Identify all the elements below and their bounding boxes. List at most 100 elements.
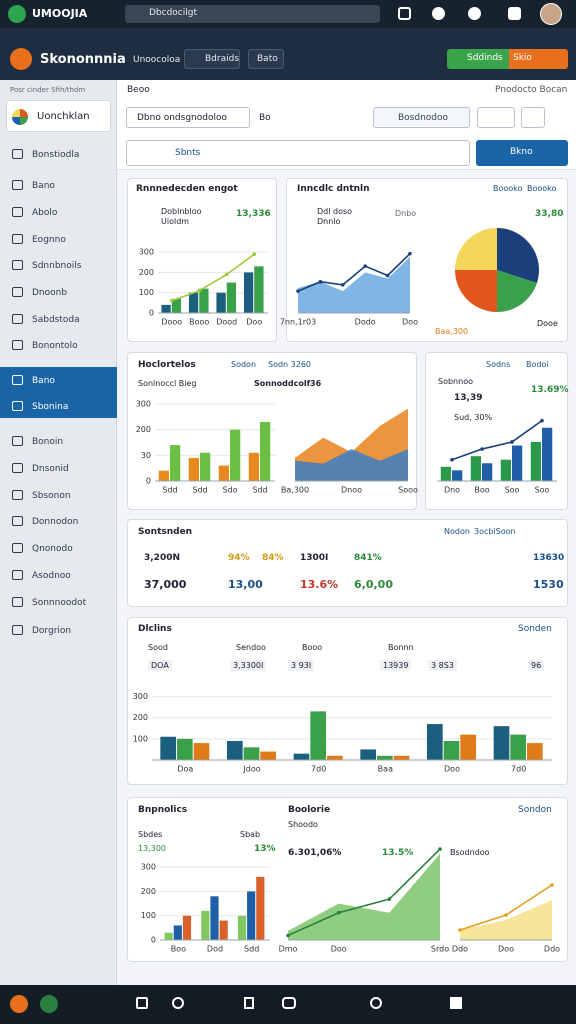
stat-value: 13.6% [300, 578, 339, 591]
card-title: Rnnnedecden engot [136, 184, 238, 194]
card: Dlclins Sonden Sood Sendoo Booo Bonnn DOA 3,3… [127, 617, 568, 785]
brand: Skononnnia [40, 52, 126, 67]
input-value: 3 93I [288, 660, 315, 671]
stat: Bsodndoo [450, 848, 490, 857]
icon-button[interactable] [477, 107, 515, 128]
tab-button[interactable]: Bdraids [184, 49, 240, 69]
nav-item[interactable]: Bonstiodla [32, 150, 80, 160]
stat: 33,80 [535, 209, 564, 219]
card-title: Boolorie [288, 805, 331, 815]
stat-value: 94% [228, 553, 250, 563]
stat-value: 1300I [300, 553, 329, 563]
legend: Doblnbloo [161, 207, 202, 216]
input-value: 13939 [380, 660, 412, 671]
bottom-bar [0, 985, 576, 1024]
legend: Bonnn [388, 643, 414, 652]
foot: Baa,300 [435, 327, 469, 336]
button[interactable]: Bosdnodoo [373, 107, 470, 128]
link[interactable]: Boooko [527, 184, 557, 193]
card-title: Sontsnden [138, 527, 193, 537]
nav-icon[interactable] [136, 997, 148, 1009]
nav-icon [12, 340, 23, 350]
icon[interactable] [432, 7, 445, 20]
avatar[interactable] [540, 3, 562, 25]
submit-text: Bkno [510, 147, 533, 157]
app-logo [8, 5, 26, 23]
link[interactable]: Sodns [486, 360, 511, 369]
nav-icon[interactable] [172, 997, 184, 1009]
card-title: Hoclortelos [138, 360, 196, 370]
top-bar: UMOOJIA Dbcdocilgt [0, 0, 576, 28]
nav-icon [12, 516, 23, 526]
nav-item[interactable]: Sabdstoda [32, 315, 80, 325]
link[interactable]: Sonden [518, 624, 552, 634]
tab[interactable]: Unoocoloa [133, 55, 181, 65]
nav-item[interactable]: Bonontolo [32, 341, 78, 351]
link[interactable]: Sodon [231, 360, 257, 369]
tab: Bato [257, 54, 278, 64]
nav-item[interactable]: Dnsonid [32, 464, 69, 474]
action-button[interactable]: Skio [509, 49, 568, 69]
nav-icon[interactable] [450, 997, 462, 1009]
nav-item[interactable]: Dorgrion [32, 626, 72, 636]
nav-icon[interactable] [370, 997, 382, 1009]
icon-button[interactable] [521, 107, 545, 128]
nav-item[interactable]: Eognno [32, 235, 66, 245]
side-label: Dnbo [395, 209, 417, 218]
card: Hoclortelos Sodon Sodn 3260 Sonlnoccl Bi… [127, 352, 417, 510]
nav-item[interactable]: Sbsonon [32, 491, 71, 501]
nav-icon [12, 180, 23, 190]
nav-icon [12, 314, 23, 324]
nav-icon[interactable] [10, 995, 28, 1013]
nav-item[interactable]: Sbonina [32, 402, 69, 412]
nav-item[interactable]: Donnodon [32, 517, 79, 527]
nav-item[interactable]: Abolo [32, 208, 58, 218]
icon[interactable] [398, 7, 411, 20]
stat-value: 84% [262, 553, 284, 563]
card-title: Dlclins [138, 624, 172, 634]
stat: 6.301,06% [288, 848, 342, 858]
card: Rnnnedecden engot Doblnbloo Uioldm 13,33… [127, 178, 277, 342]
nav-item[interactable]: Bano [32, 181, 55, 191]
stat-value: 3,200N [144, 553, 180, 563]
nav-icon[interactable] [40, 995, 58, 1013]
nav-icon [12, 570, 23, 580]
account-logo [12, 109, 28, 125]
nav-item[interactable]: Bonoin [32, 437, 64, 447]
sidebar: Posr cinder Sfih/thdm Uonchklan Bonstiod… [0, 80, 117, 985]
link[interactable]: Nodon [444, 527, 470, 536]
nav-item[interactable]: Qnonodo [32, 544, 73, 554]
link[interactable]: Bodoi [526, 360, 549, 369]
action: Skio [513, 53, 532, 63]
action-button[interactable]: Sddinds [447, 49, 509, 69]
stat-value: 841% [354, 553, 382, 563]
nav-item[interactable]: Dnoonb [32, 288, 68, 298]
search-box[interactable]: Dbcdocilgt [125, 5, 380, 23]
input-value: 3 8S3 [428, 660, 457, 671]
nav-icon [12, 260, 23, 270]
nav-item[interactable]: Sonnnoodot [32, 598, 87, 608]
input-value: 3,3300I [230, 660, 267, 671]
account-box[interactable]: Uonchklan [6, 100, 111, 132]
nav-item[interactable]: Sdnnbnoils [32, 261, 82, 271]
link[interactable]: Sondon [518, 805, 552, 815]
icon[interactable] [508, 7, 521, 20]
link[interactable]: 3ocbiSoon [474, 527, 516, 536]
search-field[interactable]: Sbnts [126, 140, 470, 166]
nav-item[interactable]: Asodnoo [32, 571, 71, 581]
nav-icon[interactable] [282, 997, 296, 1009]
nav-item[interactable]: Bano [32, 376, 55, 386]
nav-icon[interactable] [244, 997, 254, 1009]
foot: Dooe [537, 319, 558, 328]
select[interactable]: Dbno ondsgnodoloo [126, 107, 250, 128]
icon[interactable] [468, 7, 481, 20]
submit-button[interactable]: Bkno [476, 140, 568, 166]
tab: Bdraids [205, 54, 240, 64]
header: Skononnnia Unoocoloa Bdraids Bato Sddind… [0, 28, 576, 80]
tab-button[interactable]: Bato [248, 49, 284, 69]
link[interactable]: Sodn 3260 [268, 360, 312, 369]
link[interactable]: Boooko [493, 184, 523, 193]
card-title: Sobnnoo [438, 377, 473, 386]
stat: 13,39 [454, 393, 483, 403]
